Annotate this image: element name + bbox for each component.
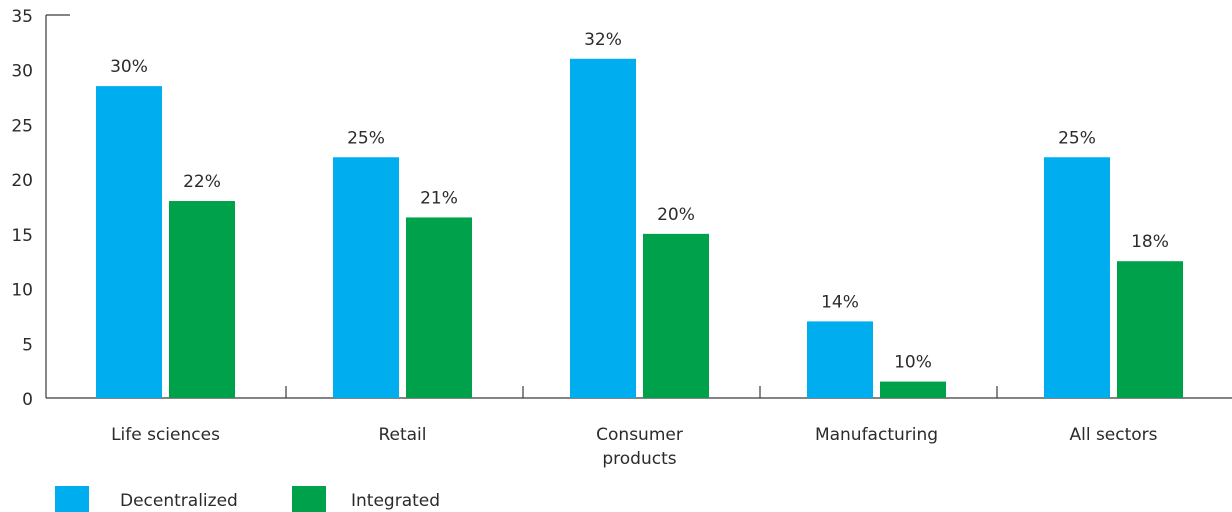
x-tick-label: Manufacturing: [815, 425, 938, 445]
x-tick-label: products: [602, 449, 676, 469]
x-tick-label: All sectors: [1069, 425, 1157, 445]
legend-label-integrated: Integrated: [351, 491, 440, 511]
bar-decentralized-all-sectors: [1044, 157, 1110, 398]
data-label: 21%: [420, 188, 458, 208]
y-tick-label: 20: [11, 171, 33, 191]
data-label: 22%: [183, 172, 221, 192]
x-tick-label: Retail: [378, 425, 426, 445]
bar-decentralized-retail: [333, 157, 399, 398]
bar-integrated-retail: [406, 217, 472, 398]
legend: Decentralized Integrated: [55, 486, 440, 512]
x-axis-labels: Life sciences Retail Consumer products Manuf…: [111, 425, 1158, 469]
data-label: 32%: [584, 30, 622, 50]
y-tick-label: 10: [11, 281, 33, 301]
bar-decentralized-life-sciences: [96, 86, 162, 398]
data-label: 18%: [1131, 232, 1169, 252]
bar-decentralized-consumer-products: [570, 58, 636, 399]
y-tick-label: 30: [11, 62, 33, 82]
data-label: 14%: [821, 292, 859, 312]
legend-swatch-integrated: [292, 486, 326, 512]
bar-decentralized-manufacturing: [807, 321, 873, 398]
y-tick-label: 5: [22, 335, 33, 355]
bar-integrated-life-sciences: [169, 201, 235, 398]
x-tick-label: Life sciences: [111, 425, 220, 445]
y-axis: 0 5 10 15 20 25 30 35: [11, 7, 70, 410]
y-tick-label: 25: [11, 116, 33, 136]
y-tick-label: 35: [11, 7, 33, 27]
x-tick-label: Consumer: [596, 425, 683, 445]
data-label: 25%: [347, 128, 385, 148]
legend-label-decentralized: Decentralized: [120, 491, 238, 511]
bar-integrated-consumer-products: [643, 233, 709, 398]
x-axis: [46, 386, 1232, 399]
bars: [96, 58, 1183, 399]
bar-integrated-manufacturing: [880, 381, 946, 398]
data-label: 20%: [657, 205, 695, 225]
data-label: 25%: [1058, 128, 1096, 148]
bar-integrated-all-sectors: [1117, 261, 1183, 398]
legend-swatch-decentralized: [55, 486, 89, 512]
data-labels: 30% 22% 25% 21% 32% 20% 14% 10% 25% 18%: [110, 30, 1169, 373]
data-label: 10%: [894, 353, 932, 373]
data-label: 30%: [110, 57, 148, 77]
y-tick-label: 15: [11, 226, 33, 246]
y-tick-label: 0: [22, 390, 33, 410]
